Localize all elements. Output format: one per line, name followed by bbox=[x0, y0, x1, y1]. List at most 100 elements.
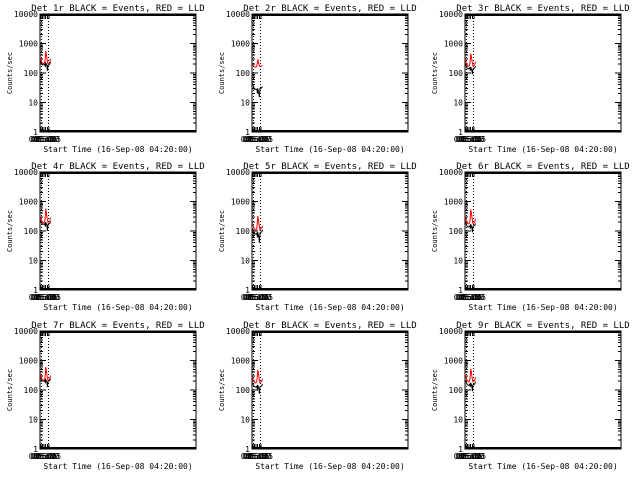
y-tick-label: 1000 bbox=[19, 40, 38, 49]
chart-title: Det 1r BLACK = Events, RED = LLD bbox=[31, 4, 204, 14]
series-line-lld bbox=[251, 59, 263, 68]
x-tick-label: 04:45 bbox=[242, 293, 266, 302]
x-tick-label: 05:15 bbox=[459, 293, 483, 302]
y-axis-label: Counts/sec bbox=[431, 210, 439, 252]
series-line-events bbox=[464, 63, 476, 75]
x-tick-label: 04:45 bbox=[455, 135, 479, 144]
x-tick-label: 04:45 bbox=[242, 135, 266, 144]
series-line-lld bbox=[464, 53, 476, 68]
x-tick-label: 05:15 bbox=[34, 135, 58, 144]
x-tick-label: 05:00 bbox=[32, 293, 56, 302]
plot-frame bbox=[39, 13, 197, 133]
y-tick-label: 1 bbox=[458, 128, 463, 137]
chart-panel-5: Det 5r BLACK = Events, RED = LLD 1 10 100 10… bbox=[218, 162, 417, 312]
series-line-events bbox=[39, 377, 51, 388]
y-tick-label: 100 bbox=[236, 69, 251, 78]
y-tick-label: 1 bbox=[245, 128, 250, 137]
x-tick-label: 05:00 bbox=[457, 135, 481, 144]
x-tick-label: 05:15 bbox=[34, 452, 58, 461]
x-tick-label: 05:15 bbox=[246, 293, 270, 302]
x-tick-label: 05:30 bbox=[35, 135, 59, 144]
y-tick-label: 10 bbox=[240, 257, 250, 266]
y-tick-label: 1 bbox=[33, 128, 38, 137]
plot-frame bbox=[251, 330, 409, 450]
plot-frame bbox=[464, 171, 622, 291]
y-tick-label: 10 bbox=[240, 416, 250, 425]
y-tick-label: 1000 bbox=[231, 198, 250, 207]
y-tick-label: 10000 bbox=[226, 327, 250, 336]
x-tick-label: 04:45 bbox=[455, 293, 479, 302]
x-tick-label: 04:30 bbox=[241, 452, 265, 461]
x-axis-label: Start Time (16-Sep-08 04:20:00) bbox=[43, 145, 192, 154]
y-tick-label: 10000 bbox=[14, 168, 38, 177]
x-tick-label: 04:30 bbox=[29, 135, 53, 144]
y-tick-label: 10000 bbox=[14, 10, 38, 19]
x-tick-label: 05:15 bbox=[246, 135, 270, 144]
series-line-events bbox=[251, 228, 263, 243]
x-axis-label: Start Time (16-Sep-08 04:20:00) bbox=[43, 462, 192, 471]
x-tick-label: 05:45 bbox=[249, 135, 273, 144]
x-tick-label: 05:00 bbox=[244, 293, 268, 302]
x-tick-label: 05:30 bbox=[247, 293, 271, 302]
series-line-lld bbox=[39, 366, 51, 381]
series-line-events bbox=[39, 60, 51, 71]
y-tick-label: 1 bbox=[245, 445, 250, 454]
series-line-lld bbox=[464, 209, 476, 225]
y-axis-label: Counts/sec bbox=[6, 210, 14, 252]
x-tick-label: 04:30 bbox=[454, 135, 478, 144]
chart-title: Det 4r BLACK = Events, RED = LLD bbox=[31, 162, 204, 172]
x-tick-label: 05:30 bbox=[247, 135, 271, 144]
x-tick-label: 05:45 bbox=[37, 293, 61, 302]
plot-frame bbox=[464, 13, 622, 133]
x-tick-label: 04:30 bbox=[29, 293, 53, 302]
x-tick-label: 04:45 bbox=[242, 452, 266, 461]
y-axis-label: Counts/sec bbox=[218, 369, 226, 411]
x-tick-label: 05:00 bbox=[32, 135, 56, 144]
chart-title: Det 7r BLACK = Events, RED = LLD bbox=[31, 321, 204, 331]
x-tick-label: 05:45 bbox=[462, 293, 486, 302]
chart-title: Det 8r BLACK = Events, RED = LLD bbox=[243, 321, 416, 331]
plot-frame bbox=[251, 171, 409, 291]
y-tick-label: 10 bbox=[240, 99, 250, 108]
x-tick-label: 05:45 bbox=[37, 135, 61, 144]
plot-frame bbox=[39, 330, 197, 450]
x-tick-label: 05:30 bbox=[35, 293, 59, 302]
x-tick-label: 04:30 bbox=[241, 135, 265, 144]
chart-title: Det 6r BLACK = Events, RED = LLD bbox=[456, 162, 629, 172]
x-axis-label: Start Time (16-Sep-08 04:20:00) bbox=[255, 145, 404, 154]
y-tick-label: 1000 bbox=[444, 40, 463, 49]
y-tick-label: 100 bbox=[24, 227, 39, 236]
plot-frame bbox=[39, 171, 197, 291]
y-axis-label: Counts/sec bbox=[6, 369, 14, 411]
y-tick-label: 10000 bbox=[226, 168, 250, 177]
y-tick-label: 1000 bbox=[19, 198, 38, 207]
y-tick-label: 10 bbox=[453, 257, 463, 266]
y-tick-label: 100 bbox=[236, 386, 251, 395]
chart-panel-1: Det 1r BLACK = Events, RED = LLD 1 10 100 10… bbox=[6, 4, 205, 154]
x-axis-label: Start Time (16-Sep-08 04:20:00) bbox=[255, 303, 404, 312]
y-tick-label: 1000 bbox=[231, 40, 250, 49]
series-line-lld bbox=[251, 215, 263, 231]
x-tick-label: 05:00 bbox=[32, 452, 56, 461]
x-tick-label: 05:15 bbox=[459, 135, 483, 144]
y-tick-label: 100 bbox=[24, 386, 39, 395]
y-tick-label: 10000 bbox=[226, 10, 250, 19]
series-line-events bbox=[39, 219, 51, 232]
x-tick-label: 04:30 bbox=[29, 452, 53, 461]
y-tick-label: 1 bbox=[245, 286, 250, 295]
x-tick-label: 05:45 bbox=[249, 293, 273, 302]
x-axis-label: Start Time (16-Sep-08 04:20:00) bbox=[468, 145, 617, 154]
y-tick-label: 1000 bbox=[231, 357, 250, 366]
y-tick-label: 100 bbox=[24, 69, 39, 78]
chart-panel-2: Det 2r BLACK = Events, RED = LLD 1 10 100 10… bbox=[218, 4, 417, 154]
y-tick-label: 10 bbox=[28, 416, 38, 425]
y-tick-label: 100 bbox=[449, 227, 464, 236]
y-tick-label: 10 bbox=[453, 99, 463, 108]
x-tick-label: 04:45 bbox=[30, 135, 54, 144]
y-tick-label: 100 bbox=[449, 69, 464, 78]
y-tick-label: 1 bbox=[458, 286, 463, 295]
chart-panel-3: Det 3r BLACK = Events, RED = LLD 1 10 100 10… bbox=[431, 4, 630, 154]
y-tick-label: 10000 bbox=[14, 327, 38, 336]
